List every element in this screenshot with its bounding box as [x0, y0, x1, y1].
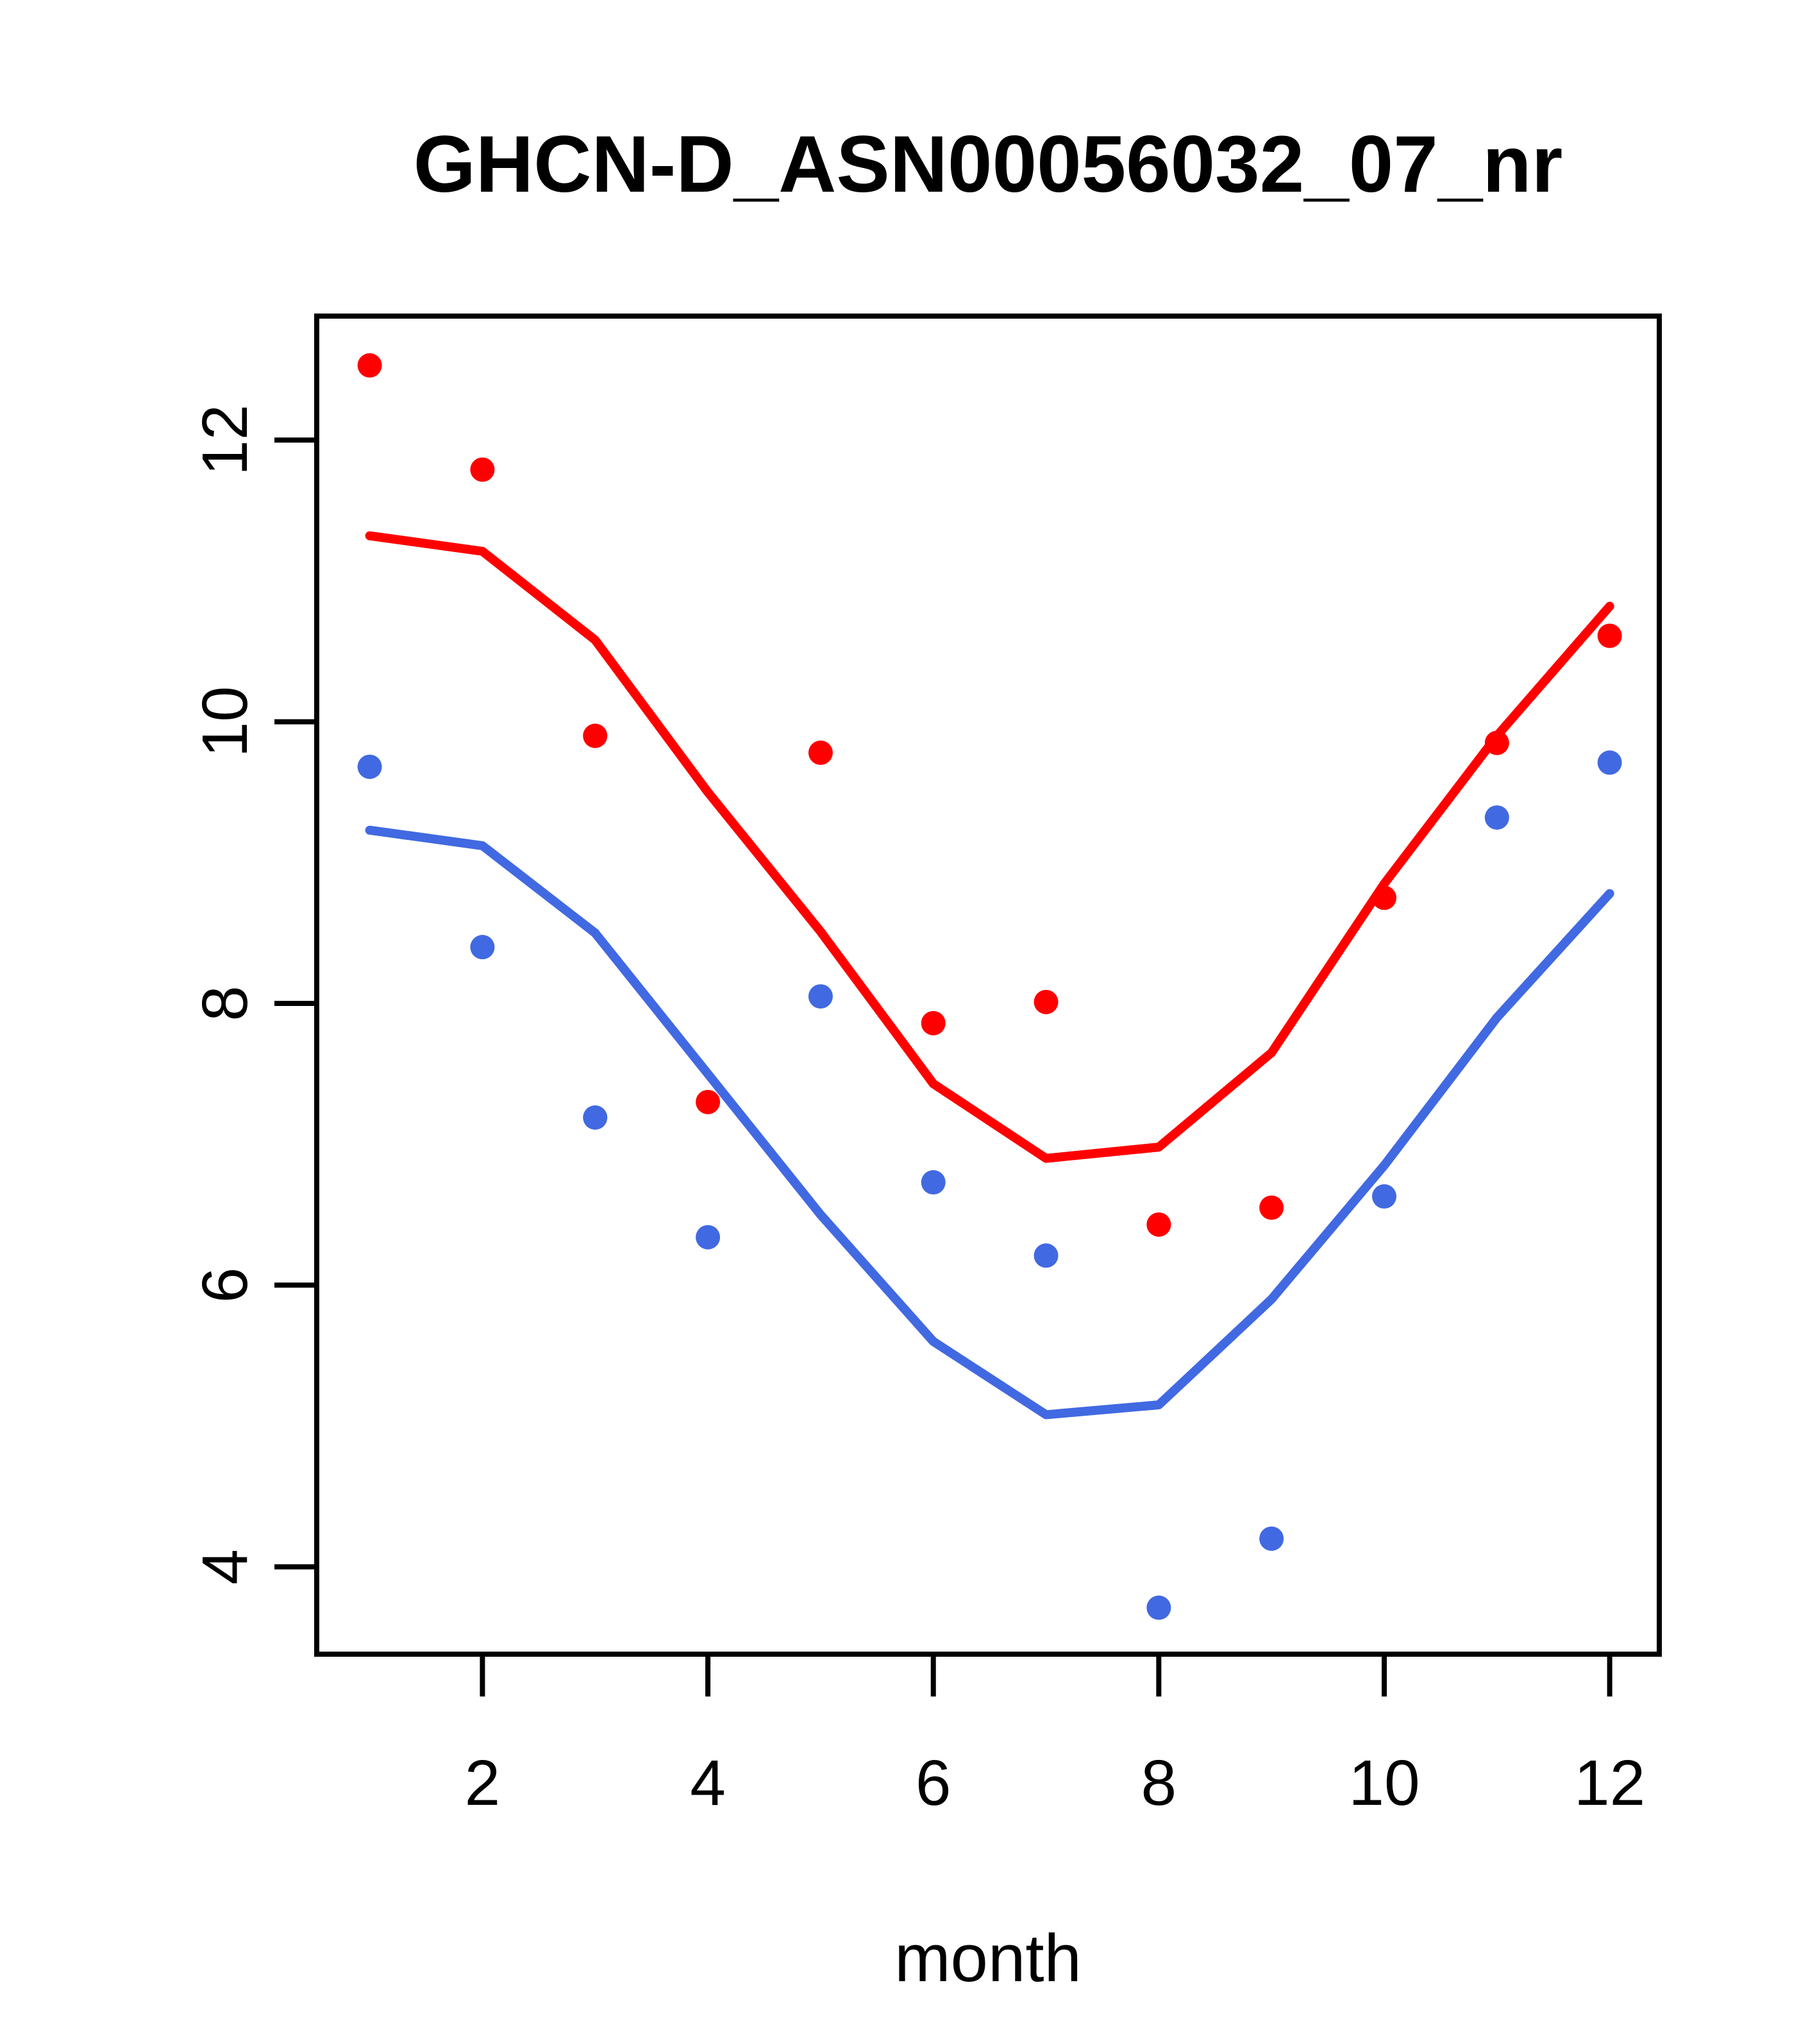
- x-tick-label: 12: [1574, 1747, 1645, 1819]
- blue-observations-point-m11: [1484, 805, 1509, 830]
- y-tick-label: 6: [189, 1268, 261, 1303]
- blue-smooth-line-path: [365, 825, 1614, 1420]
- red-observations-point-m8: [1146, 1212, 1171, 1237]
- blue-observations-point-m10: [1372, 1184, 1397, 1209]
- x-tick-label: 2: [465, 1747, 501, 1819]
- x-axis-label: month: [894, 1921, 1082, 1996]
- plot-border: [314, 314, 1662, 1657]
- blue-observations-point-m7: [1034, 1243, 1059, 1268]
- x-tick-label: 6: [916, 1747, 951, 1819]
- red-observations-point-m3: [583, 723, 608, 748]
- blue-observations-point-m12: [1597, 750, 1622, 775]
- blue-observations-point-m6: [921, 1170, 946, 1195]
- red-observations-point-m12: [1597, 623, 1622, 648]
- red-observations-point-m4: [696, 1089, 721, 1114]
- blue-observations-point-m1: [357, 754, 382, 779]
- blue-observations-point-m9: [1259, 1526, 1284, 1551]
- y-tick-label: 8: [189, 985, 261, 1021]
- x-tick-label: 8: [1141, 1747, 1177, 1819]
- blue-observations-point-m2: [470, 935, 495, 960]
- red-observations-point-m10: [1372, 885, 1397, 910]
- x-tick-label: 10: [1348, 1747, 1419, 1819]
- blue-observations-point-m5: [808, 984, 833, 1009]
- red-observations-point-m2: [470, 457, 495, 482]
- y-tick-label: 12: [189, 405, 261, 476]
- red-observations-point-m5: [808, 741, 833, 766]
- red-observations-point-m11: [1484, 730, 1509, 755]
- x-tick-label: 4: [690, 1747, 726, 1819]
- blue-observations-point-m8: [1146, 1595, 1171, 1620]
- y-tick-label: 10: [189, 686, 261, 757]
- red-observations-point-m7: [1034, 989, 1059, 1014]
- red-observations-point-m9: [1259, 1195, 1284, 1220]
- red-observations-point-m1: [357, 353, 382, 378]
- y-tick-label: 4: [189, 1549, 261, 1585]
- blue-observations-point-m3: [583, 1105, 608, 1130]
- red-smooth-line-path: [365, 531, 1614, 1163]
- chart-title: GHCN-D_ASN00056032_07_nr: [413, 120, 1563, 209]
- red-observations-point-m6: [921, 1010, 946, 1035]
- blue-observations-point-m4: [696, 1225, 721, 1250]
